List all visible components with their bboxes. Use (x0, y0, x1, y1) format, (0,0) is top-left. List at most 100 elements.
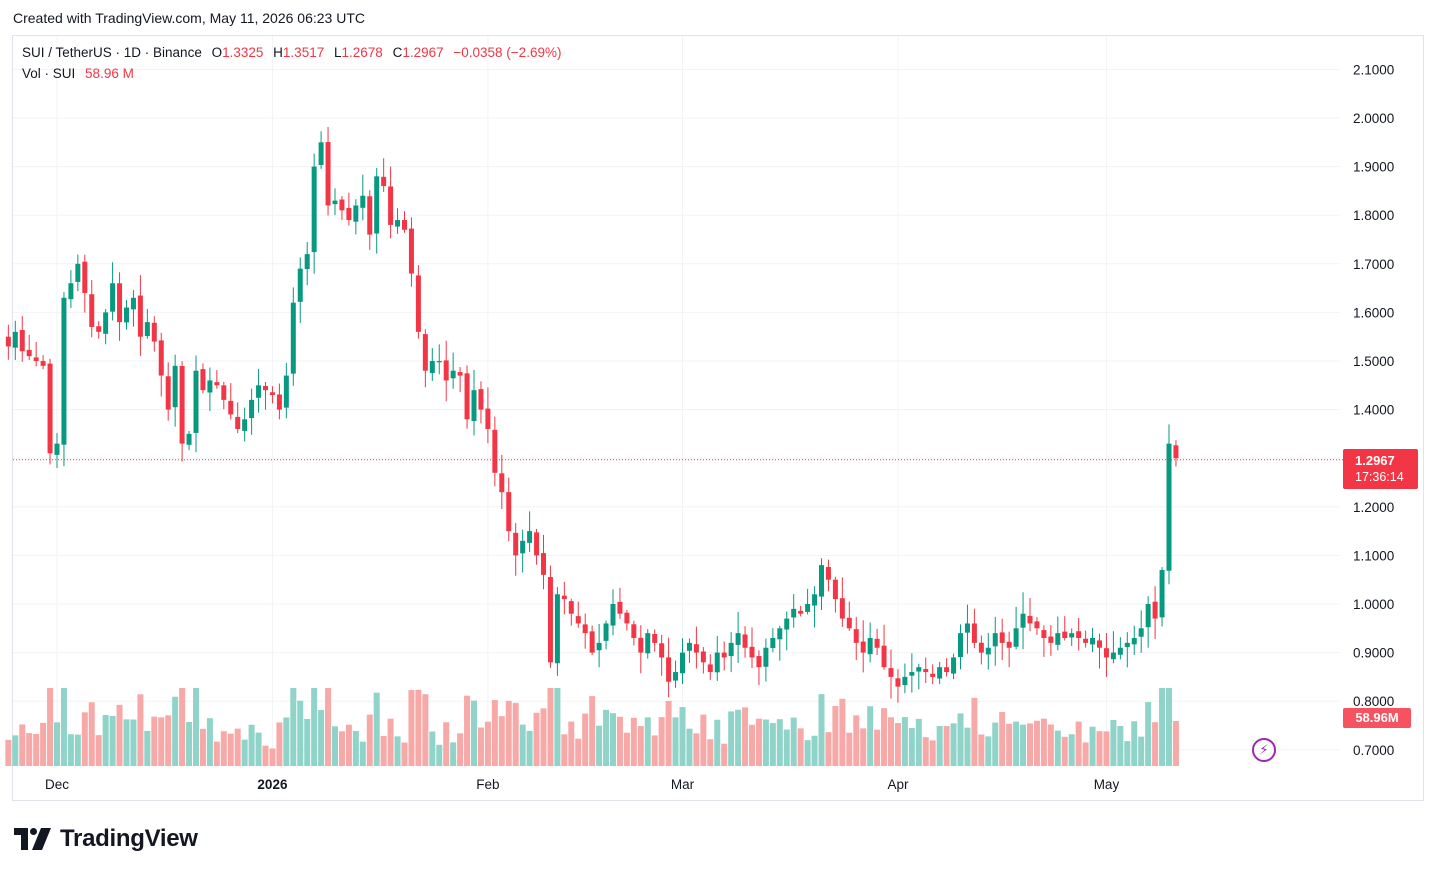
volume-bar (755, 718, 762, 766)
volume-bar (60, 688, 67, 766)
volume-bar (1013, 721, 1020, 766)
volume-bar (74, 734, 81, 766)
candle-body (673, 672, 679, 681)
candle-body (429, 361, 435, 374)
candle-body (853, 629, 859, 643)
volume-bar (1033, 720, 1040, 766)
volume-bar (33, 733, 40, 766)
candle-body (1041, 630, 1047, 639)
volume-bar (728, 711, 735, 766)
candle-body (276, 394, 282, 410)
volume-bar (408, 690, 415, 766)
volume-bar (839, 698, 846, 766)
ohlc-legend: SUI / TetherUS · 1D · Binance O1.3325 H1… (22, 45, 561, 60)
volume-bar (130, 719, 137, 766)
candle-body (464, 373, 470, 420)
candle-body (506, 492, 512, 532)
volume-bar (512, 702, 519, 766)
volume-bar (804, 740, 811, 766)
low-label: L (333, 45, 342, 60)
lightning-bolt-icon[interactable]: ⚡ (1252, 738, 1276, 762)
candle-body (12, 331, 18, 348)
candle-body (805, 604, 811, 612)
volume-bar (1068, 734, 1075, 766)
y-tick-label: 1.0000 (1353, 597, 1394, 612)
candle-body (603, 623, 609, 641)
candle-body (791, 608, 797, 618)
volume-bar (54, 722, 60, 766)
candle-body (881, 645, 887, 668)
volume-bar (783, 729, 790, 766)
volume-bar (999, 712, 1006, 766)
y-tick-label: 0.9000 (1353, 646, 1394, 661)
candle-body (985, 647, 991, 655)
volume-bar (992, 722, 999, 766)
candle-body (415, 275, 421, 332)
volume-bar (818, 694, 825, 766)
volume-bar (95, 735, 102, 766)
volume-bar (533, 712, 540, 766)
candle-body (554, 594, 560, 664)
candle-body (54, 443, 60, 455)
volume-bar (186, 722, 193, 766)
candle-body (228, 400, 234, 415)
candle-body (680, 652, 685, 674)
candle-body (360, 195, 366, 208)
candle-body (874, 638, 880, 648)
volume-bar (332, 726, 338, 766)
volume-bar (387, 718, 394, 766)
candle-body (374, 176, 380, 234)
tradingview-logo[interactable]: TradingView (14, 824, 198, 854)
volume-bar (797, 728, 804, 766)
candle-body (992, 633, 998, 647)
volume-bar (630, 717, 637, 766)
volume-bar (19, 724, 26, 766)
volume-bar (1110, 719, 1117, 766)
volume-bar (915, 718, 922, 766)
y-tick-label: 1.1000 (1353, 548, 1394, 563)
candle-body (541, 553, 546, 575)
candle-body (749, 646, 755, 658)
candle-body (825, 566, 831, 580)
symbol-label[interactable]: SUI / TetherUS · 1D · Binance (22, 45, 202, 60)
low-value: 1.2678 (341, 45, 383, 60)
candle-body (1083, 638, 1089, 643)
volume-bar (1103, 731, 1110, 766)
volume-bar (12, 735, 19, 766)
candle-body (547, 577, 553, 663)
volume-label[interactable]: Vol · SUI (22, 66, 76, 81)
volume-bar (762, 719, 769, 766)
y-tick-label: 1.9000 (1353, 160, 1394, 175)
candle-body (534, 532, 540, 556)
candle-body (784, 618, 790, 630)
candle-body (485, 408, 491, 430)
created-with-text: Created with TradingView.com, May 11, 20… (13, 10, 365, 26)
volume-bar (582, 713, 589, 766)
y-tick-label: 1.8000 (1353, 208, 1394, 223)
candle-body (631, 624, 637, 639)
candle-body (568, 601, 574, 614)
candle-body (666, 657, 672, 682)
volume-bar (978, 734, 985, 766)
volume-bar (651, 735, 658, 766)
candle-body (283, 375, 289, 408)
volume-bar (943, 726, 950, 766)
candle-body (297, 268, 303, 302)
candle-body (971, 623, 977, 643)
x-tick-label: Apr (887, 777, 909, 792)
candle-body (158, 340, 164, 376)
volume-bar (707, 739, 714, 766)
volume-bar (47, 688, 54, 766)
volume-bar (464, 695, 471, 766)
candle-body (951, 657, 957, 674)
volume-bar (241, 739, 248, 766)
volume-bar (366, 714, 373, 766)
candle-body (367, 196, 373, 235)
candle-body (930, 673, 936, 677)
chart-frame[interactable] (12, 35, 1424, 801)
volume-bar (790, 717, 797, 766)
volume-bar (811, 735, 818, 766)
candle-body (846, 617, 852, 629)
x-tick-label: 2026 (257, 777, 288, 792)
